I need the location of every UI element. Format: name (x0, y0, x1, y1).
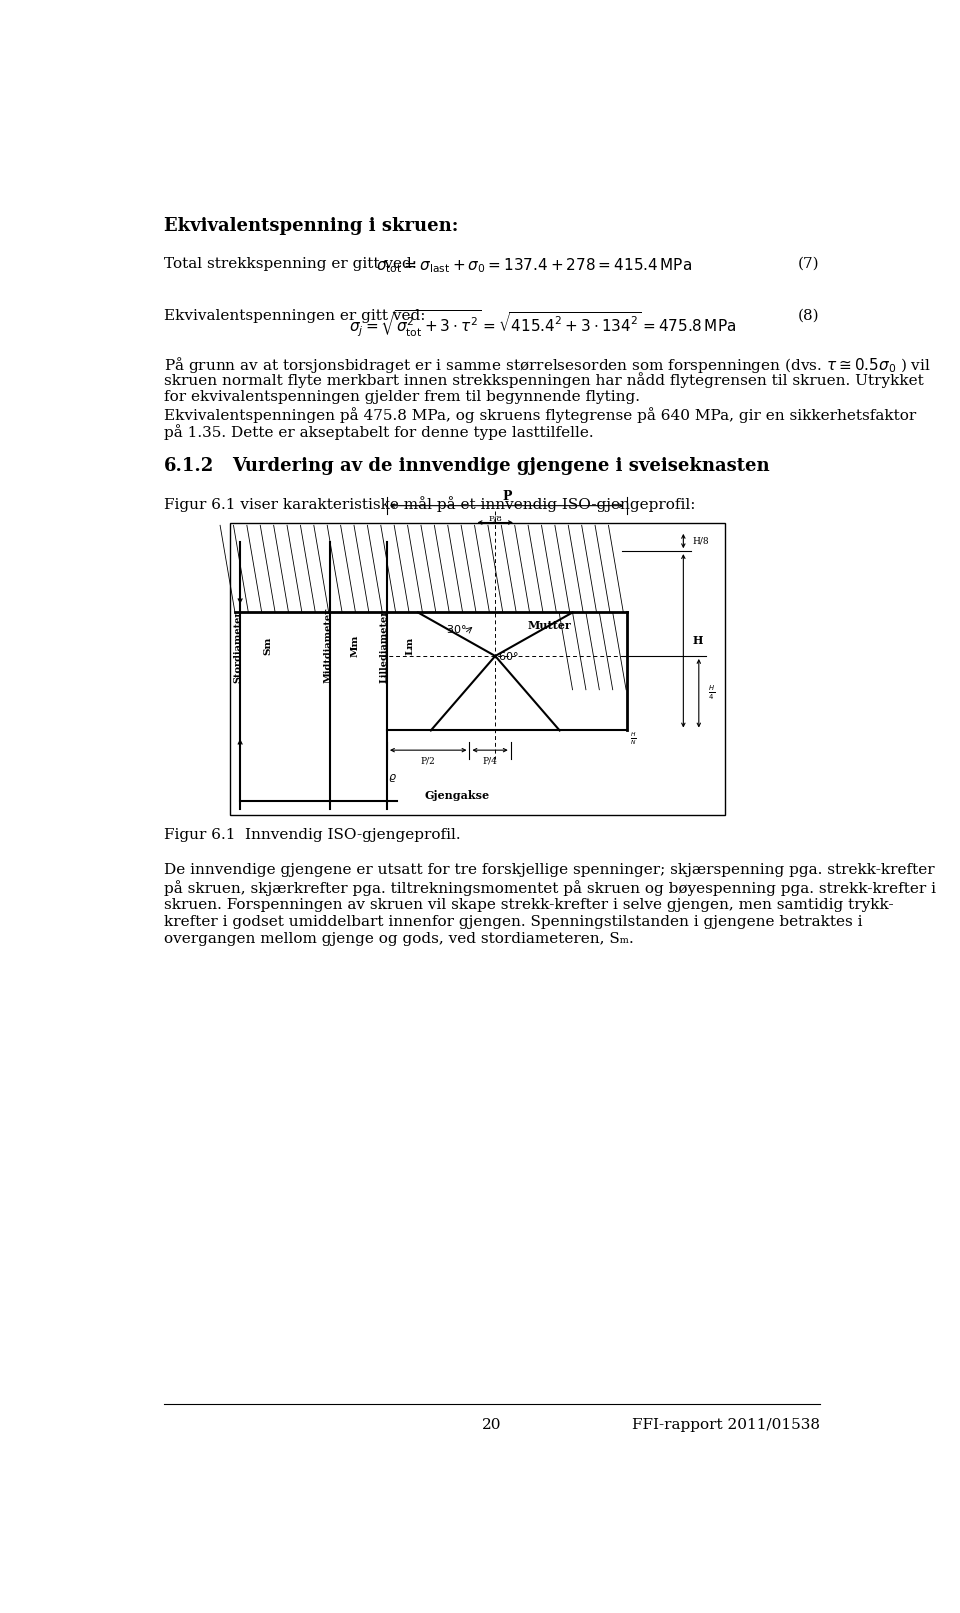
Text: Lm: Lm (405, 637, 414, 655)
Text: Gjengakse: Gjengakse (424, 790, 490, 800)
Text: Ekvivalentspenningen er gitt ved:: Ekvivalentspenningen er gitt ved: (164, 310, 425, 323)
Text: Mm: Mm (351, 636, 360, 658)
Text: 6.1.2: 6.1.2 (164, 456, 214, 476)
Text: $\frac{H}{4}$: $\frac{H}{4}$ (708, 684, 715, 702)
Text: krefter i godset umiddelbart innenfor gjengen. Spenningstilstanden i gjengene be: krefter i godset umiddelbart innenfor gj… (164, 915, 863, 929)
Text: skruen. Forspenningen av skruen vil skape strekk-krefter i selve gjengen, men sa: skruen. Forspenningen av skruen vil skap… (164, 898, 894, 911)
Text: H/8: H/8 (692, 537, 708, 545)
Text: P/8: P/8 (489, 516, 502, 524)
Text: P/4: P/4 (483, 756, 497, 766)
Text: Vurdering av de innvendige gjengene i sveiseknasten: Vurdering av de innvendige gjengene i sv… (232, 456, 770, 476)
Text: Mutter: Mutter (527, 619, 571, 631)
Text: $\varrho$: $\varrho$ (388, 773, 396, 784)
Text: Lillediameter: Lillediameter (380, 610, 389, 682)
Text: skruen normalt flyte merkbart innen strekkspenningen har nådd flytegrensen til s: skruen normalt flyte merkbart innen stre… (164, 373, 924, 389)
Text: Midtdiameter: Midtdiameter (324, 608, 332, 682)
Text: H: H (692, 636, 703, 647)
Text: Ekvivalentspenningen på 475.8 MPa, og skruens flytegrense på 640 MPa, gir en sik: Ekvivalentspenningen på 475.8 MPa, og sk… (164, 406, 917, 423)
Text: P: P (502, 490, 512, 503)
Text: Figur 6.1 viser karakteristiske mål på et innvendig ISO-gjengeprofil:: Figur 6.1 viser karakteristiske mål på e… (164, 495, 696, 511)
Text: Sm: Sm (263, 637, 273, 655)
Text: (8): (8) (798, 310, 820, 323)
Bar (229, 523, 725, 815)
Text: De innvendige gjengene er utsatt for tre forskjellige spenninger; skjærspenning : De innvendige gjengene er utsatt for tre… (164, 863, 935, 877)
Text: Total strekkspenning er gitt ved:: Total strekkspenning er gitt ved: (164, 256, 418, 271)
Text: Stordiameter: Stordiameter (233, 610, 242, 682)
Text: $\sigma_{\mathrm{tot}} = \sigma_{\mathrm{last}} + \sigma_0 = 137.4 + 278 = 415.4: $\sigma_{\mathrm{tot}} = \sigma_{\mathrm… (376, 256, 692, 276)
Text: $60°$: $60°$ (498, 650, 518, 661)
Text: På grunn av at torsjonsbidraget er i samme størrelsesorden som forspenningen (dv: På grunn av at torsjonsbidraget er i sam… (164, 355, 931, 376)
Text: overgangen mellom gjenge og gods, ved stordiameteren, Sₘ.: overgangen mellom gjenge og gods, ved st… (164, 932, 634, 947)
Text: på 1.35. Dette er akseptabelt for denne type lasttilfelle.: på 1.35. Dette er akseptabelt for denne … (164, 424, 594, 440)
Text: Figur 6.1: Figur 6.1 (164, 829, 235, 842)
Text: 20: 20 (482, 1418, 502, 1432)
Text: $30°$: $30°$ (446, 623, 467, 636)
Text: (7): (7) (798, 256, 820, 271)
Text: P/2: P/2 (420, 756, 436, 766)
Text: Innvendig ISO-gjengeprofil.: Innvendig ISO-gjengeprofil. (245, 829, 460, 842)
Text: for ekvivalentspenningen gjelder frem til begynnende flyting.: for ekvivalentspenningen gjelder frem ti… (164, 390, 640, 403)
Text: $\frac{H}{N}$: $\frac{H}{N}$ (631, 731, 636, 747)
Text: $\sigma_j = \sqrt{\sigma_{\mathrm{tot}}^2 + 3 \cdot \tau^2} = \sqrt{415.4^2 + 3 : $\sigma_j = \sqrt{\sigma_{\mathrm{tot}}^… (348, 310, 736, 339)
Text: på skruen, skjærkrefter pga. tiltrekningsmomentet på skruen og bøyespenning pga.: på skruen, skjærkrefter pga. tiltrekning… (164, 881, 936, 897)
Text: FFI-rapport 2011/01538: FFI-rapport 2011/01538 (632, 1418, 820, 1432)
Text: Ekvivalentspenning i skruen:: Ekvivalentspenning i skruen: (164, 216, 459, 234)
